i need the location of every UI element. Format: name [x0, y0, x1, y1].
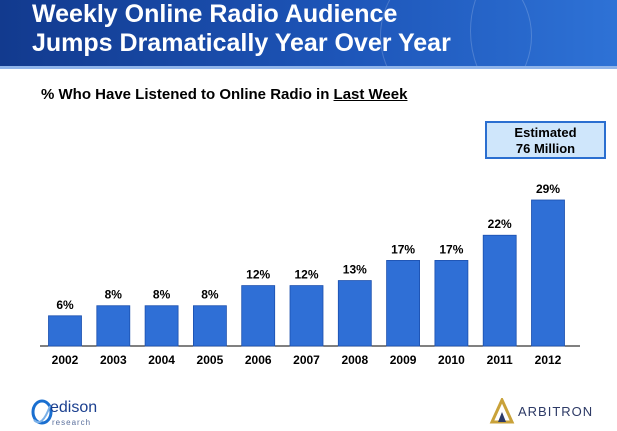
bar-2002: [48, 315, 82, 347]
bar-2006: [241, 285, 276, 347]
x-tick-label-2010: 2010: [438, 353, 465, 367]
x-tick-label-2004: 2004: [148, 353, 175, 367]
bar-2010: [434, 260, 469, 347]
arbitron-logo: ARBITRON: [488, 398, 613, 428]
data-label-2003: 8%: [105, 288, 123, 302]
x-tick-label-2006: 2006: [245, 353, 272, 367]
data-label-2002: 6%: [56, 298, 74, 312]
bar-2008: [337, 280, 372, 347]
chart-subtitle: % Who Have Listened to Online Radio in L…: [41, 86, 407, 103]
data-label-2005: 8%: [201, 288, 219, 302]
edison-research-logo: edison research: [30, 396, 150, 431]
banner-decoration: [470, 0, 617, 68]
data-label-2011: 22%: [488, 217, 512, 231]
page-title: Weekly Online Radio Audience Jumps Drama…: [32, 0, 451, 58]
subtitle-prefix: % Who Have Listened to Online Radio in: [41, 86, 334, 103]
title-line-2: Jumps Dramatically Year Over Year: [32, 29, 451, 57]
data-label-2004: 8%: [153, 288, 171, 302]
title-line-1: Weekly Online Radio Audience: [32, 0, 398, 28]
x-tick-label-2002: 2002: [52, 353, 79, 367]
subtitle-emphasis: Last Week: [333, 86, 408, 103]
x-tick-label-2005: 2005: [197, 353, 224, 367]
bar-2003: [96, 305, 131, 347]
edison-swirl-icon: [31, 399, 53, 425]
data-label-2007: 12%: [294, 268, 318, 282]
arbitron-name: ARBITRON: [518, 404, 594, 419]
data-label-2010: 17%: [439, 242, 463, 256]
x-tick-label-2003: 2003: [100, 353, 127, 367]
bar-2004: [144, 305, 179, 347]
bar-2005: [192, 305, 227, 347]
arbitron-mark-icon: [489, 398, 515, 424]
edison-name: edison: [50, 399, 98, 416]
banner-stripe: [0, 66, 617, 69]
bar-2009: [386, 260, 421, 347]
bar-2011: [482, 234, 517, 347]
callout-line-1: Estimated: [514, 125, 577, 140]
x-tick-label-2007: 2007: [293, 353, 320, 367]
bar-2012: [531, 199, 565, 347]
edison-sub: research: [52, 418, 92, 427]
x-tick-label-2009: 2009: [390, 353, 417, 367]
data-label-2012: 29%: [536, 182, 560, 196]
callout-line-2: 76 Million: [515, 141, 576, 156]
x-tick-label-2012: 2012: [535, 353, 562, 367]
x-tick-label-2011: 2011: [487, 353, 513, 367]
data-label-2009: 17%: [391, 242, 415, 256]
x-tick-label-2008: 2008: [341, 353, 368, 367]
data-label-2008: 13%: [343, 263, 367, 277]
estimate-callout: Estimated 76 Million: [485, 121, 606, 159]
bar-2007: [289, 285, 324, 347]
data-label-2006: 12%: [246, 268, 270, 282]
header-banner: Weekly Online Radio Audience Jumps Drama…: [0, 0, 617, 68]
